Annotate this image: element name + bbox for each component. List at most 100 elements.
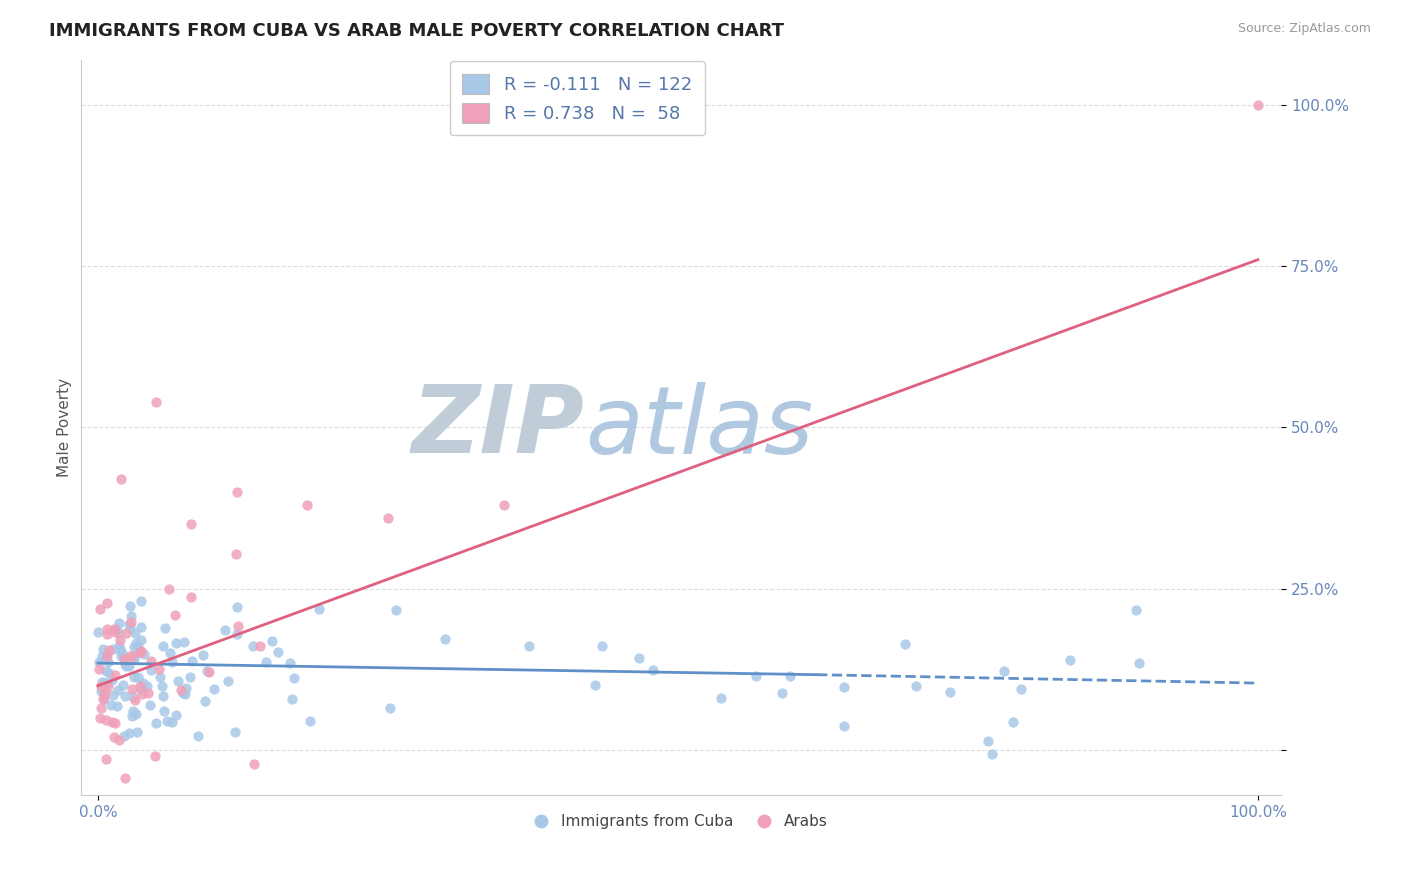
- Point: [90, 701, 112, 715]
- Point: [224, 725, 246, 739]
- Point: [157, 582, 180, 597]
- Text: IMMIGRANTS FROM CUBA VS ARAB MALE POVERTY CORRELATION CHART: IMMIGRANTS FROM CUBA VS ARAB MALE POVERT…: [49, 22, 785, 40]
- Point: [129, 681, 152, 696]
- Point: [267, 645, 290, 659]
- Point: [120, 599, 142, 613]
- Point: [105, 622, 128, 636]
- Point: [1247, 97, 1270, 112]
- Point: [125, 636, 148, 650]
- Point: [120, 609, 142, 624]
- Point: [124, 626, 146, 640]
- Point: [93, 688, 115, 702]
- Point: [150, 679, 173, 693]
- Point: [121, 708, 143, 723]
- Point: [93, 692, 115, 706]
- Point: [159, 646, 181, 660]
- Point: [145, 715, 167, 730]
- Point: [149, 670, 172, 684]
- Point: [143, 748, 166, 763]
- Point: [832, 719, 855, 733]
- Point: [108, 625, 131, 640]
- Point: [170, 683, 193, 698]
- Point: [1128, 656, 1150, 670]
- Point: [167, 673, 190, 688]
- Point: [91, 648, 114, 663]
- Point: [136, 686, 159, 700]
- Point: [160, 714, 183, 729]
- Point: [152, 640, 174, 654]
- Point: [832, 680, 855, 694]
- Legend: Immigrants from Cuba, Arabs: Immigrants from Cuba, Arabs: [527, 808, 834, 836]
- Point: [129, 619, 152, 633]
- Point: [628, 651, 651, 665]
- Point: [243, 756, 266, 771]
- Point: [96, 649, 118, 664]
- Point: [770, 686, 793, 700]
- Point: [122, 670, 145, 684]
- Point: [745, 669, 768, 683]
- Point: [281, 691, 304, 706]
- Point: [249, 639, 271, 653]
- Point: [100, 698, 122, 712]
- Point: [174, 681, 197, 695]
- Point: [127, 640, 149, 654]
- Point: [121, 690, 143, 704]
- Point: [779, 669, 801, 683]
- Point: [377, 511, 399, 525]
- Point: [385, 602, 408, 616]
- Point: [977, 734, 1000, 748]
- Point: [131, 644, 153, 658]
- Point: [104, 715, 127, 730]
- Point: [110, 472, 132, 486]
- Point: [91, 642, 114, 657]
- Point: [132, 676, 155, 690]
- Point: [103, 730, 125, 744]
- Point: [214, 623, 236, 637]
- Point: [87, 662, 110, 676]
- Point: [181, 654, 204, 668]
- Point: [94, 713, 117, 727]
- Point: [165, 636, 187, 650]
- Point: [114, 657, 136, 671]
- Point: [492, 498, 515, 512]
- Point: [172, 686, 194, 700]
- Point: [114, 689, 136, 703]
- Point: [308, 602, 330, 616]
- Point: [517, 639, 540, 653]
- Point: [148, 662, 170, 676]
- Point: [131, 687, 153, 701]
- Point: [89, 711, 111, 725]
- Point: [89, 655, 111, 669]
- Point: [90, 679, 112, 693]
- Point: [111, 646, 134, 660]
- Point: [187, 729, 209, 743]
- Point: [89, 601, 111, 615]
- Point: [163, 608, 186, 623]
- Point: [108, 632, 131, 647]
- Point: [226, 599, 249, 614]
- Point: [118, 621, 141, 635]
- Point: [129, 633, 152, 648]
- Point: [980, 747, 1002, 761]
- Point: [118, 659, 141, 673]
- Point: [105, 699, 128, 714]
- Point: [96, 627, 118, 641]
- Point: [260, 634, 283, 648]
- Point: [96, 622, 118, 636]
- Point: [121, 681, 143, 696]
- Text: ZIP: ZIP: [412, 382, 585, 474]
- Point: [114, 772, 136, 786]
- Point: [166, 707, 188, 722]
- Point: [129, 645, 152, 659]
- Point: [108, 732, 131, 747]
- Point: [97, 679, 120, 693]
- Point: [96, 676, 118, 690]
- Point: [132, 647, 155, 661]
- Point: [112, 729, 135, 743]
- Point: [226, 627, 249, 641]
- Point: [112, 678, 135, 692]
- Point: [162, 655, 184, 669]
- Point: [120, 615, 142, 629]
- Point: [152, 689, 174, 703]
- Point: [96, 596, 118, 610]
